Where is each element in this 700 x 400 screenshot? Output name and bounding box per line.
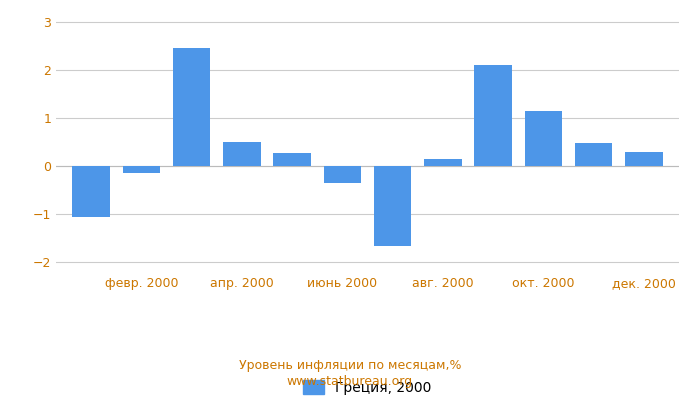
Bar [475, 65, 512, 166]
Bar [323, 166, 361, 183]
Text: www.statbureau.org: www.statbureau.org [287, 376, 413, 388]
Bar [424, 159, 462, 166]
Bar [173, 48, 211, 166]
Text: Уровень инфляции по месяцам,%: Уровень инфляции по месяцам,% [239, 360, 461, 372]
Bar [223, 142, 260, 166]
Bar [575, 143, 612, 166]
Bar [72, 166, 110, 217]
Bar [122, 166, 160, 173]
Bar [374, 166, 412, 246]
Bar [273, 152, 311, 166]
Bar [625, 152, 663, 166]
Bar [524, 111, 562, 166]
Legend: Греция, 2000: Греция, 2000 [298, 374, 438, 400]
